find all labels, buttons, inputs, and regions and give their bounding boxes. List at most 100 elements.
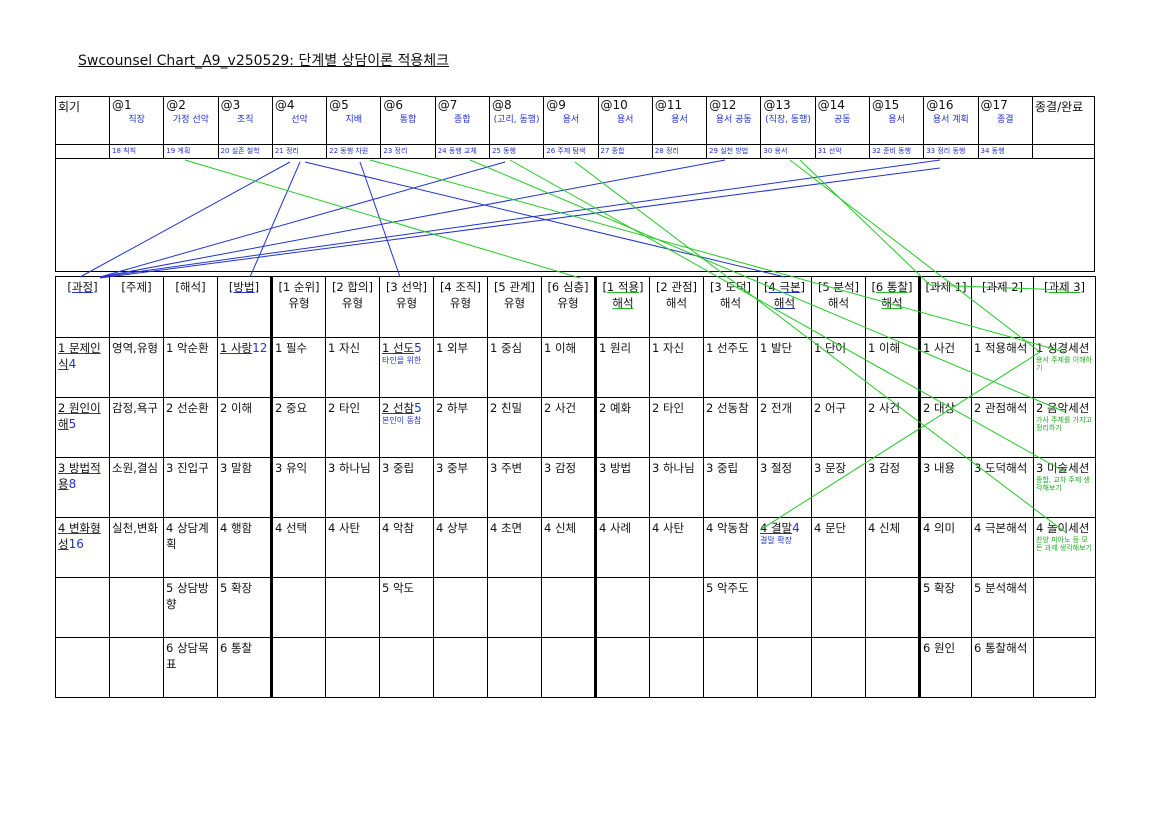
table-cell: 1 문제인식4 [55, 337, 110, 398]
session-note: 용서 [671, 115, 688, 125]
cell-text: 6 통찰해석 [974, 641, 1028, 655]
cell-text: 1 중심 [490, 341, 523, 355]
cell-text: 3 주변 [490, 461, 523, 475]
cell-text: 4 사례 [599, 521, 632, 535]
theory-table: [과정] [주제] [해석] [방법] [1 순위] 유형 [2 합의] 유형 [3 선악]… [55, 276, 1096, 698]
session-number: @16 [926, 98, 954, 112]
session-number: @12 [709, 98, 737, 112]
table-cell: 5 상담방향 [163, 577, 218, 638]
cell-text: 1 선도 [382, 341, 415, 355]
cell-text: 3 방법적용 [58, 461, 101, 491]
table-cell: 5 확장 [918, 577, 972, 638]
table-cell: 4 극본해석 [971, 517, 1034, 578]
cell-text: 2 선동참 [706, 401, 749, 415]
column-header-label: [4 극본] 해석 [763, 280, 806, 310]
column-header: [2 관점] 해석 [649, 276, 704, 338]
column-header-label: [4 조직] 유형 [439, 280, 482, 310]
cell-text: 2 음악세션 [1036, 401, 1090, 415]
table-cell: 2 이해 [217, 397, 272, 458]
table-cell: 4 상담계획 [163, 517, 218, 578]
table-row: 2 원인이해5 감정,욕구 2 선순환 2 이해 2 중요 2 타인 2 선참5 본인이 동참… [55, 397, 1096, 458]
table-cell [541, 577, 596, 638]
table-cell [109, 577, 164, 638]
session-followup-cell: 23 정리 [380, 144, 436, 159]
session-followup-note: 32 준비 동행 [871, 147, 912, 155]
cell-text: 2 하부 [436, 401, 469, 415]
session-cell: @15 용서 [868, 96, 925, 145]
table-cell: 5 악도 [379, 577, 434, 638]
cell-text: 4 놀이세션 [1036, 521, 1090, 535]
table-cell: 1 외부 [433, 337, 488, 398]
column-header-label: [5 관계] 유형 [493, 280, 536, 310]
table-cell: 3 중립 [703, 457, 758, 518]
table-cell [757, 577, 812, 638]
cell-text: 2 관점해석 [974, 401, 1028, 415]
cell-text: 3 하나님 [328, 461, 371, 475]
session-cell: @11 용서 [651, 96, 708, 145]
cell-text: 5 확장 [220, 581, 253, 595]
column-header-label: [해석] [175, 280, 206, 294]
table-cell: 3 하나님 [325, 457, 380, 518]
column-header-label: [방법] [228, 280, 260, 294]
table-cell: 영역,유형 [109, 337, 164, 398]
cell-handwritten-note: 타인을 위한 [382, 356, 422, 365]
session-number: @9 [546, 98, 566, 112]
cell-text: 1 이해 [544, 341, 577, 355]
table-cell [703, 637, 758, 698]
table-cell [649, 577, 704, 638]
session-followup-cell: 19 계획 [163, 144, 219, 159]
cell-text: 4 선택 [275, 521, 308, 535]
table-cell: 3 도덕해석 [971, 457, 1034, 518]
column-header-label: [과제 2] [981, 280, 1024, 294]
session-followup-note: 26 주제 탐색 [546, 147, 586, 155]
session-followup-cell: 29 실천 방법 [706, 144, 762, 159]
cell-text: 6 원인 [923, 641, 956, 655]
table-cell [433, 577, 488, 638]
cell-text: 1 이해 [868, 341, 901, 355]
cell-text: 1 사랑 [220, 341, 253, 355]
cell-text: 4 상담계획 [166, 521, 209, 551]
cell-text: 1 외부 [436, 341, 469, 355]
session-followup-cell: 25 동행 [488, 144, 545, 159]
session-arrow-area [55, 158, 1095, 272]
table-cell [55, 577, 110, 638]
cell-text: 4 초면 [490, 521, 523, 535]
table-cell: 1 적용해석 [971, 337, 1034, 398]
table-cell: 2 전개 [757, 397, 812, 458]
cell-handwritten-note: 찬양 피아노 등 모든 과제 생각해보기 [1036, 536, 1092, 552]
table-cell: 3 감정 [865, 457, 920, 518]
cell-text: 6 상담목표 [166, 641, 209, 671]
table-cell: 3 내용 [918, 457, 972, 518]
table-cell: 3 감정 [541, 457, 596, 518]
session-number: @6 [383, 98, 404, 112]
session-followup-note: 24 동행 교체 [437, 147, 477, 155]
column-header-label: [3 선악] 유형 [385, 280, 428, 310]
session-cell: @5 지배 [326, 96, 382, 145]
table-cell: 감정,욕구 [109, 397, 164, 458]
table-cell: 1 단어 [811, 337, 866, 398]
table-cell: 3 진입구 [163, 457, 218, 518]
table-cell: 1 사건 [918, 337, 972, 398]
session-note: 조직 [236, 115, 254, 125]
column-header: [3 도덕] 해석 [703, 276, 758, 338]
cell-text: 3 방법 [599, 461, 632, 475]
table-cell [55, 637, 110, 698]
table-cell [325, 577, 380, 638]
table-cell: 1 사랑12 [217, 337, 272, 398]
column-header: [과제 1] [918, 276, 972, 338]
table-cell: 3 말함 [217, 457, 272, 518]
table-cell: 4 변화형성16 [55, 517, 110, 578]
table-cell: 1 중심 [487, 337, 542, 398]
cell-count-annotation: 5 [414, 341, 422, 355]
session-note: 선악 [291, 115, 308, 125]
session-followup-note: 22 동행 차원 [329, 147, 369, 155]
table-cell: 1 발단 [757, 337, 812, 398]
table-cell: 5 분석해석 [971, 577, 1034, 638]
session-followup-note: 28 정리 [654, 147, 679, 155]
cell-text: 4 신체 [544, 521, 577, 535]
table-row: 1 문제인식4 영역,유형 1 악순환 1 사랑12 1 필수 1 자신 1 선도5 타인을 … [55, 337, 1096, 398]
table-cell: 4 의미 [918, 517, 972, 578]
column-header: [해석] [163, 276, 218, 338]
table-cell [541, 637, 596, 698]
table-cell [109, 637, 164, 698]
